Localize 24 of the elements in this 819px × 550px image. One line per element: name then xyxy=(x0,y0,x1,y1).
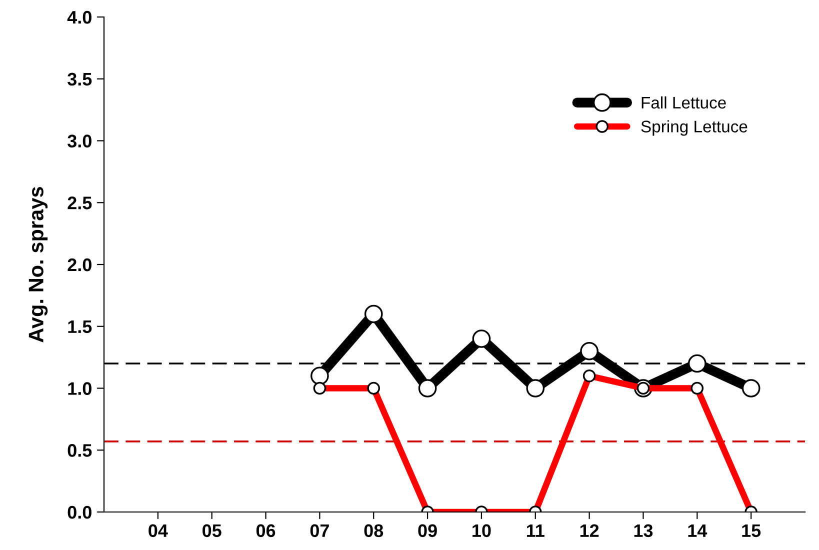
x-tick-label: 06 xyxy=(256,524,276,538)
legend-label: Spring Lettuce xyxy=(641,120,748,136)
x-tick-label: 04 xyxy=(148,524,168,538)
y-axis-title: Avg. No. sprays xyxy=(28,187,48,342)
x-tick-label: 05 xyxy=(202,524,222,538)
y-tick-label: 0.5 xyxy=(68,444,92,457)
x-tick-label: 12 xyxy=(580,524,599,537)
y-tick-label: 1.0 xyxy=(68,382,92,395)
x-tick-label: 09 xyxy=(418,524,437,538)
y-tick-label: 4.0 xyxy=(67,10,92,24)
x-tick-label: 10 xyxy=(472,524,491,538)
x-tick-label: 11 xyxy=(526,524,544,537)
y-tick-label: 0.0 xyxy=(68,506,92,519)
x-tick-label: 08 xyxy=(364,524,384,538)
y-tick-label: 3.0 xyxy=(68,134,92,148)
x-tick-label: 07 xyxy=(310,524,329,538)
x-tick-label: 14 xyxy=(688,524,708,537)
y-tick-label: 1.5 xyxy=(68,320,92,334)
y-tick-label: 2.5 xyxy=(68,196,92,210)
legend-label: Fall Lettuce xyxy=(642,96,726,109)
x-tick-label: 15 xyxy=(742,524,761,538)
y-tick-label: 3.5 xyxy=(68,72,92,86)
y-tick-label: 2.0 xyxy=(68,258,92,272)
x-tick-label: 13 xyxy=(634,524,653,538)
